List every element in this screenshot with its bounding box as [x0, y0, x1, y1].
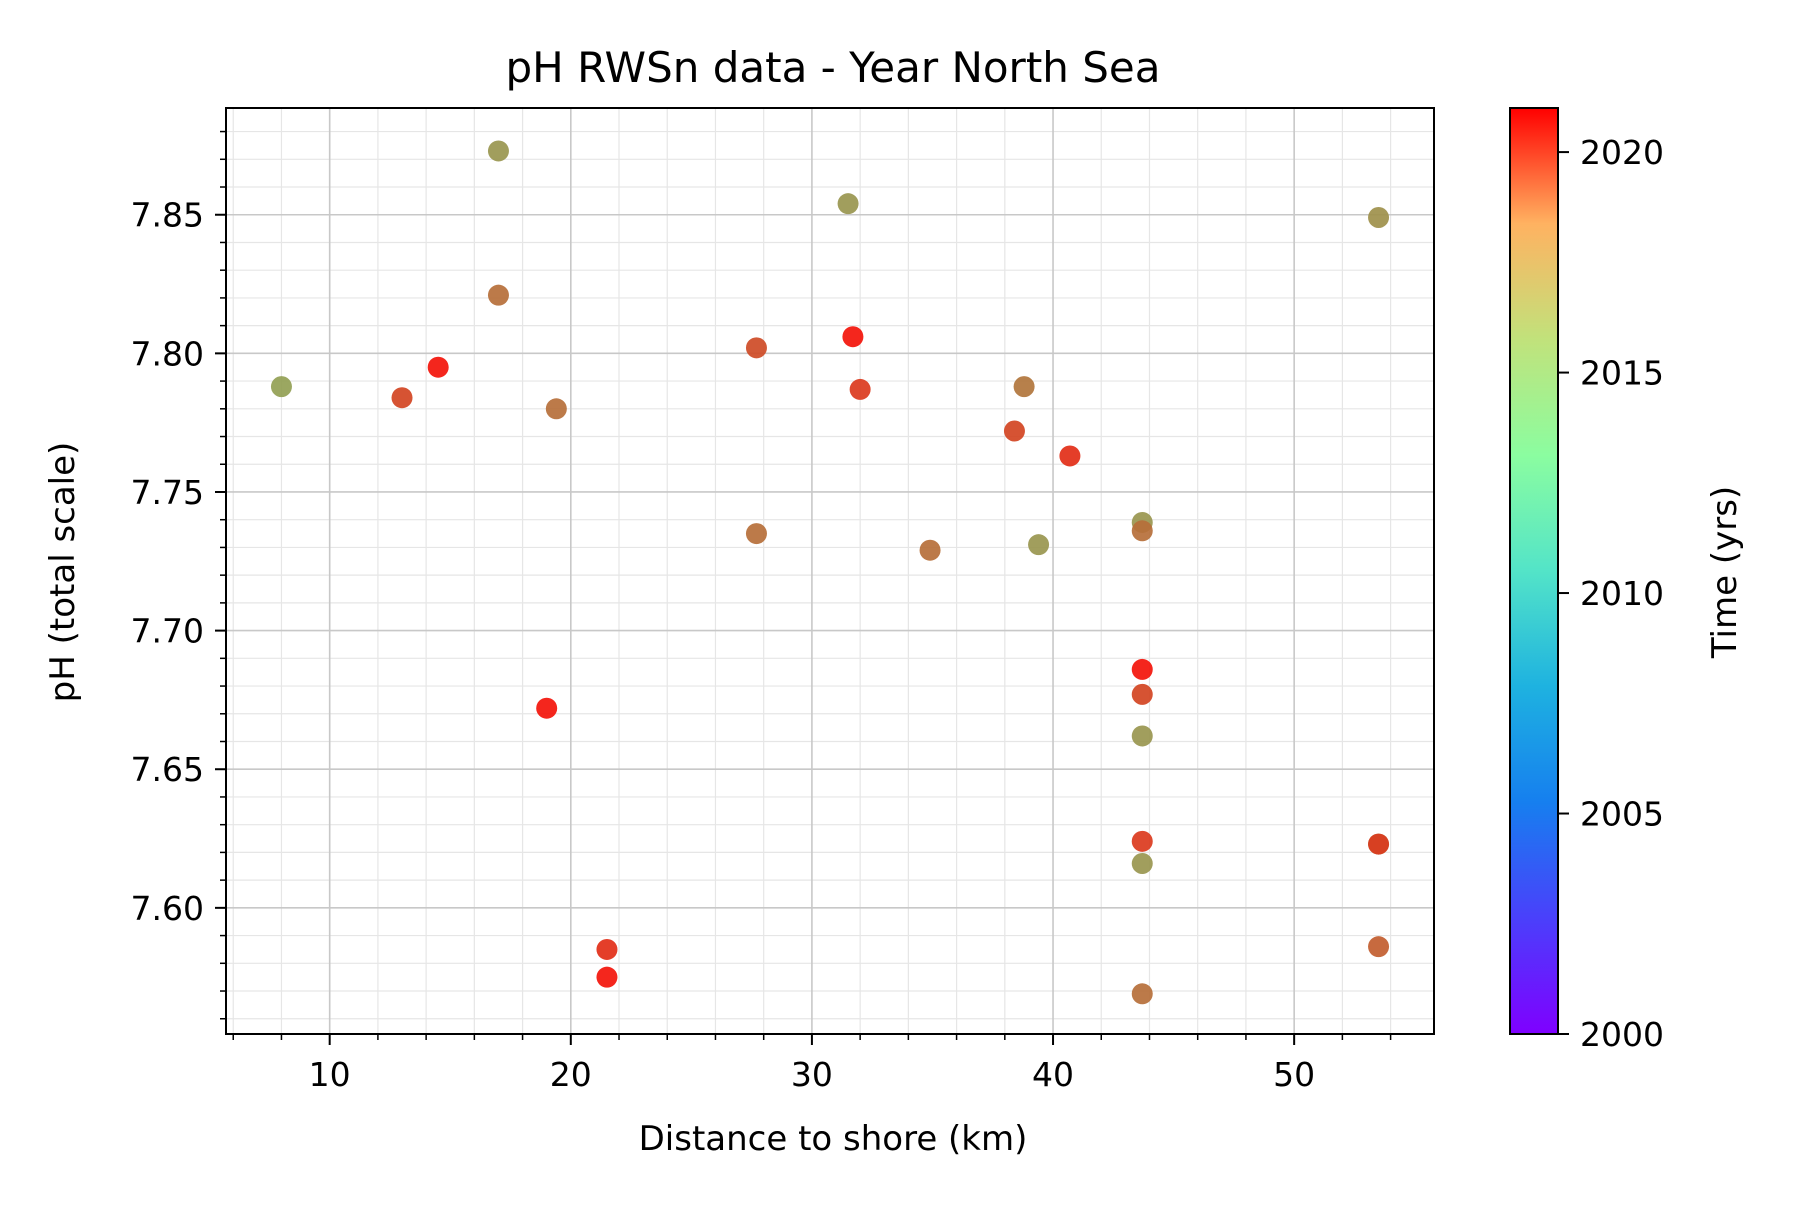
scatter-points: [270, 140, 1390, 1005]
data-point: [745, 523, 767, 545]
data-point: [487, 284, 509, 306]
data-point: [1368, 833, 1390, 855]
data-point: [596, 938, 618, 960]
data-point: [1131, 983, 1153, 1005]
data-point: [391, 387, 413, 409]
data-point: [487, 140, 509, 162]
data-point: [919, 539, 941, 561]
plot-frame: [225, 107, 1435, 1035]
major-grid: [226, 108, 1434, 1034]
x-tick-label: 30: [791, 1055, 833, 1094]
data-point: [745, 337, 767, 359]
x-axis-label: Distance to shore (km): [639, 1119, 1028, 1159]
data-point: [849, 378, 871, 400]
x-tick-label: 40: [1032, 1055, 1074, 1094]
data-point: [1131, 683, 1153, 705]
colorbar: [1509, 107, 1559, 1035]
data-point: [1368, 936, 1390, 958]
data-point: [837, 193, 859, 215]
colorbar-ticks: 2000 2005 2010 2015 2020: [1558, 133, 1664, 1054]
chart-title: pH RWSn data - Year North Sea: [505, 43, 1160, 92]
y-axis-label: pH (total scale): [43, 442, 83, 703]
y-tick-label: 7.70: [131, 612, 204, 651]
data-point: [270, 376, 292, 398]
colorbar-tick-label: 2020: [1580, 133, 1664, 172]
y-axis-ticks: 7.60 7.65 7.70 7.75 7.80 7.85: [131, 130, 226, 1020]
x-tick-label: 10: [309, 1055, 351, 1094]
data-point: [842, 326, 864, 348]
y-tick-label: 7.65: [131, 750, 204, 789]
data-point: [1003, 420, 1025, 442]
data-point: [1131, 852, 1153, 874]
data-point: [1368, 207, 1390, 229]
x-tick-label: 50: [1273, 1055, 1315, 1094]
data-point: [536, 697, 558, 719]
x-tick-label: 20: [550, 1055, 592, 1094]
data-point: [1131, 658, 1153, 680]
y-tick-label: 7.60: [131, 889, 204, 928]
data-point: [596, 966, 618, 988]
data-point: [1028, 534, 1050, 556]
colorbar-tick-label: 2005: [1580, 795, 1664, 834]
x-axis-ticks: 10 20 30 40 50: [232, 1034, 1392, 1094]
data-point: [427, 356, 449, 378]
y-tick-label: 7.75: [131, 473, 204, 512]
colorbar-label: Time (yrs): [1705, 486, 1745, 659]
data-point: [545, 398, 567, 420]
y-tick-label: 7.80: [131, 334, 204, 373]
colorbar-tick-label: 2010: [1580, 574, 1664, 613]
y-tick-label: 7.85: [131, 196, 204, 235]
data-point: [1131, 520, 1153, 542]
data-point: [1013, 376, 1035, 398]
colorbar-tick-label: 2015: [1580, 354, 1664, 393]
minor-grid: [226, 108, 1434, 1034]
colorbar-tick-label: 2000: [1580, 1015, 1664, 1054]
data-point: [1059, 445, 1081, 467]
data-point: [1131, 830, 1153, 852]
data-point: [1131, 725, 1153, 747]
